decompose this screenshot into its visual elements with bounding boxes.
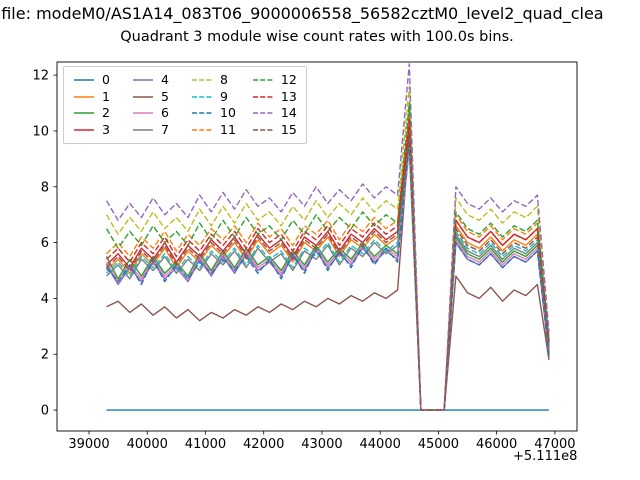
legend-item-15: 15 [252, 122, 297, 139]
axes-title: Quadrant 3 module wise count rates with … [120, 29, 514, 45]
legend-line-sample [252, 112, 273, 115]
legend-line-sample [133, 79, 153, 82]
legend-line-sample [74, 112, 94, 115]
legend-label: 8 [220, 72, 228, 88]
legend-item-14: 14 [252, 105, 297, 122]
y-tick-label: 4 [41, 292, 49, 307]
series-line-10 [105, 138, 550, 411]
series-line-8 [105, 85, 550, 411]
y-tick-label: 2 [41, 348, 49, 363]
legend-line-sample [252, 79, 273, 82]
legend-item-4: 4 [132, 72, 175, 89]
legend-label: 4 [161, 72, 169, 88]
legend-item-12: 12 [252, 72, 297, 89]
series-line-7 [106, 141, 550, 411]
legend-item-1: 1 [73, 89, 116, 106]
legend-line-sample [133, 112, 153, 115]
legend-label: 13 [280, 88, 297, 104]
legend-label: 14 [280, 105, 297, 121]
x-tick-label: 44000 [360, 437, 401, 452]
legend-line-sample [192, 95, 212, 98]
legend-item-13: 13 [252, 89, 297, 106]
x-tick-label: 46000 [476, 437, 517, 452]
x-axis-offset-label: +5.111e8 [513, 449, 578, 464]
x-tick-label: 40000 [127, 437, 168, 452]
series-line-15 [106, 135, 550, 411]
legend-item-0: 0 [73, 72, 116, 89]
legend-item-11: 11 [191, 122, 236, 139]
legend-label: 9 [220, 88, 228, 104]
legend-line-sample [74, 79, 94, 82]
y-tick-label: 12 [32, 69, 49, 84]
legend-item-2: 2 [73, 105, 116, 122]
x-tick-label: 39000 [68, 437, 109, 452]
legend-line-sample [74, 95, 94, 98]
series-line-12 [105, 102, 550, 411]
series-line-14 [105, 63, 550, 411]
legend-item-8: 8 [191, 72, 236, 89]
x-tick-label: 45000 [418, 437, 459, 452]
series-line-13 [106, 119, 550, 411]
legend-item-5: 5 [132, 89, 175, 106]
x-tick-label: 43000 [301, 437, 342, 452]
y-tick-label: 10 [32, 124, 49, 139]
series-line-1 [106, 130, 550, 411]
legend-line-sample [252, 95, 273, 98]
series-line-9 [106, 144, 550, 411]
legend-line-sample [133, 95, 153, 98]
axes-frame [56, 61, 578, 432]
legend-label: 5 [161, 88, 169, 104]
legend-line-sample [192, 112, 212, 115]
legend-label: 7 [161, 121, 169, 137]
legend-line-sample [133, 128, 153, 131]
y-tick-label: 8 [41, 180, 49, 195]
legend-label: 11 [220, 121, 236, 137]
legend-item-3: 3 [73, 122, 116, 139]
legend-item-10: 10 [191, 105, 236, 122]
y-tick-label: 6 [41, 236, 49, 251]
y-tick-label: 0 [41, 404, 49, 419]
series-line-5 [106, 132, 550, 411]
legend-label: 10 [220, 105, 236, 121]
legend-line-sample [192, 79, 212, 82]
legend-line-sample [192, 128, 212, 131]
legend-label: 2 [102, 105, 110, 121]
legend-label: 3 [102, 121, 110, 137]
x-tick-label: 47000 [534, 437, 575, 452]
legend-label: 15 [280, 121, 297, 137]
legend-line-sample [252, 128, 273, 131]
legend-item-7: 7 [132, 122, 175, 139]
legend-line-sample [74, 128, 94, 131]
figure-suptitle: n file: modeM0/AS1A14_083T06_9000006558_… [0, 4, 604, 23]
legend: 0 1 2 3 4 5 6 7 8 9 10 11 12 13 14 15 [63, 66, 307, 144]
x-tick-label: 42000 [243, 437, 284, 452]
x-tick-label: 41000 [185, 437, 226, 452]
legend-label: 6 [161, 105, 169, 121]
series-line-4 [105, 146, 550, 411]
legend-item-9: 9 [191, 89, 236, 106]
series-line-6 [105, 149, 550, 411]
series-line-11 [106, 113, 550, 411]
legend-label: 12 [280, 72, 297, 88]
legend-label: 0 [102, 72, 110, 88]
legend-label: 1 [102, 88, 110, 104]
legend-item-6: 6 [132, 105, 175, 122]
